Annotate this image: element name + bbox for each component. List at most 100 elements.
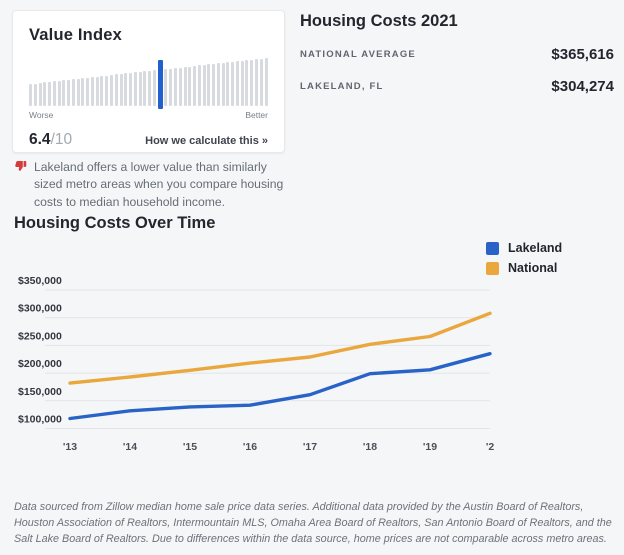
x-tick-label: '13 bbox=[63, 441, 77, 453]
gauge-bar bbox=[124, 73, 128, 106]
y-tick-label: $200,000 bbox=[18, 358, 62, 370]
gauge-bar bbox=[105, 75, 109, 106]
national-average-value: $365,616 bbox=[551, 46, 614, 63]
gauge-worse-label: Worse bbox=[29, 110, 54, 120]
thumbs-down-icon bbox=[14, 160, 27, 211]
y-tick-label: $350,000 bbox=[18, 275, 62, 287]
gauge-bar bbox=[33, 83, 37, 106]
lakeland-value: $304,274 bbox=[551, 78, 614, 95]
gauge-bar bbox=[57, 80, 61, 106]
series-line-lakeland[interactable] bbox=[68, 351, 492, 421]
legend-swatch-lakeland bbox=[486, 241, 499, 255]
gauge-bar bbox=[114, 74, 118, 106]
gauge-scale-labels: Worse Better bbox=[29, 110, 268, 120]
chart-legend: Lakeland National bbox=[486, 241, 562, 281]
housing-chart[interactable]: $350,000 $300,000 $250,000 $200,000 $150,000… bbox=[0, 270, 510, 465]
gauge-bar bbox=[235, 61, 239, 106]
gauge-bar bbox=[119, 73, 123, 106]
gauge-bar bbox=[86, 77, 90, 106]
gauge-bar bbox=[62, 80, 66, 106]
gauge-bar bbox=[212, 63, 216, 106]
gauge-bar bbox=[81, 78, 85, 106]
housing-costs-summary: Housing Costs 2021 NATIONAL AVERAGE $365… bbox=[300, 12, 614, 95]
gauge-bar bbox=[202, 64, 206, 106]
gauge-bar bbox=[129, 72, 133, 106]
gauge-bar bbox=[264, 58, 268, 106]
gauge-bar bbox=[193, 66, 197, 106]
gauge-bar bbox=[29, 84, 32, 106]
gauge-bar bbox=[183, 67, 187, 106]
gauge-score-marker bbox=[157, 59, 163, 109]
gauge-bar bbox=[110, 75, 114, 106]
score-row: 6.4/10 How we calculate this » bbox=[29, 131, 268, 149]
gauge-better-label: Better bbox=[245, 110, 268, 120]
legend-label: National bbox=[508, 261, 558, 275]
stat-row-lakeland: LAKELAND, FL $304,274 bbox=[300, 78, 614, 95]
gauge-bar bbox=[152, 70, 156, 106]
score-max: /10 bbox=[50, 131, 73, 148]
gauge-bar bbox=[76, 78, 80, 106]
legend-item-lakeland: Lakeland bbox=[486, 241, 562, 255]
y-tick-label: $100,000 bbox=[18, 414, 62, 426]
x-tick-label: '18 bbox=[363, 441, 377, 453]
value-note-text: Lakeland offers a lower value than simil… bbox=[34, 160, 284, 209]
housing-costs-over-time-title: Housing Costs Over Time bbox=[14, 214, 216, 232]
gauge-bar bbox=[43, 82, 47, 106]
how-we-calculate-link[interactable]: How we calculate this » bbox=[145, 135, 268, 147]
gauge-bar bbox=[71, 79, 75, 106]
value-index-score: 6.4/10 bbox=[29, 131, 72, 149]
legend-item-national: National bbox=[486, 261, 562, 275]
gauge-bar bbox=[173, 68, 177, 106]
gauge-bar bbox=[207, 64, 211, 106]
y-tick-label: $150,000 bbox=[18, 386, 62, 398]
gauge-bar bbox=[245, 60, 249, 106]
national-average-label: NATIONAL AVERAGE bbox=[300, 49, 416, 60]
y-tick-label: $300,000 bbox=[18, 303, 62, 315]
gauge-bar bbox=[133, 72, 137, 106]
gauge-bar bbox=[197, 65, 201, 106]
x-tick-label: '15 bbox=[183, 441, 197, 453]
value-index-card: Value Index Worse Better 6.4/10 How we c… bbox=[12, 10, 285, 153]
series-line-national[interactable] bbox=[68, 311, 492, 385]
gauge-bar bbox=[221, 62, 225, 106]
gauge-bar bbox=[52, 81, 56, 106]
gauge-bar bbox=[254, 59, 258, 106]
housing-chart-container: $350,000 $300,000 $250,000 $200,000 $150,000… bbox=[0, 270, 510, 465]
value-index-title: Value Index bbox=[29, 26, 122, 44]
gauge-bar bbox=[48, 81, 52, 106]
x-tick-label: '19 bbox=[423, 441, 437, 453]
x-tick-label: '2 bbox=[486, 441, 494, 453]
x-tick-label: '16 bbox=[243, 441, 257, 453]
x-tick-label: '17 bbox=[303, 441, 317, 453]
legend-swatch-national bbox=[486, 261, 499, 275]
gauge-bar bbox=[138, 71, 142, 106]
gauge-bar bbox=[216, 63, 220, 106]
value-index-gauge bbox=[29, 58, 268, 109]
x-tick-label: '14 bbox=[123, 441, 137, 453]
stat-row-national: NATIONAL AVERAGE $365,616 bbox=[300, 46, 614, 63]
gauge-bar bbox=[100, 76, 104, 106]
lakeland-label: LAKELAND, FL bbox=[300, 81, 384, 92]
data-source-footnote: Data sourced from Zillow median home sal… bbox=[14, 501, 612, 546]
gauge-bar bbox=[226, 62, 230, 106]
legend-label: Lakeland bbox=[508, 241, 563, 255]
gauge-bar bbox=[188, 66, 192, 106]
gauge-bar bbox=[148, 70, 152, 106]
value-note: Lakeland offers a lower value than simil… bbox=[14, 159, 296, 211]
gauge-bar bbox=[67, 79, 71, 106]
gauge-bar bbox=[90, 77, 94, 106]
gauge-bar bbox=[38, 82, 42, 106]
score-value: 6.4 bbox=[29, 131, 51, 148]
gauge-bar bbox=[250, 59, 254, 106]
housing-costs-title: Housing Costs 2021 bbox=[300, 12, 458, 30]
gauge-bar bbox=[164, 69, 168, 106]
gauge-bar bbox=[95, 76, 99, 106]
gauge-bar bbox=[143, 71, 147, 106]
gauge-bar bbox=[178, 67, 182, 106]
gauge-bar bbox=[259, 58, 263, 106]
gauge-bar bbox=[231, 61, 235, 106]
y-tick-label: $250,000 bbox=[18, 330, 62, 342]
gauge-bar bbox=[240, 60, 244, 106]
gauge-bar bbox=[169, 68, 173, 106]
